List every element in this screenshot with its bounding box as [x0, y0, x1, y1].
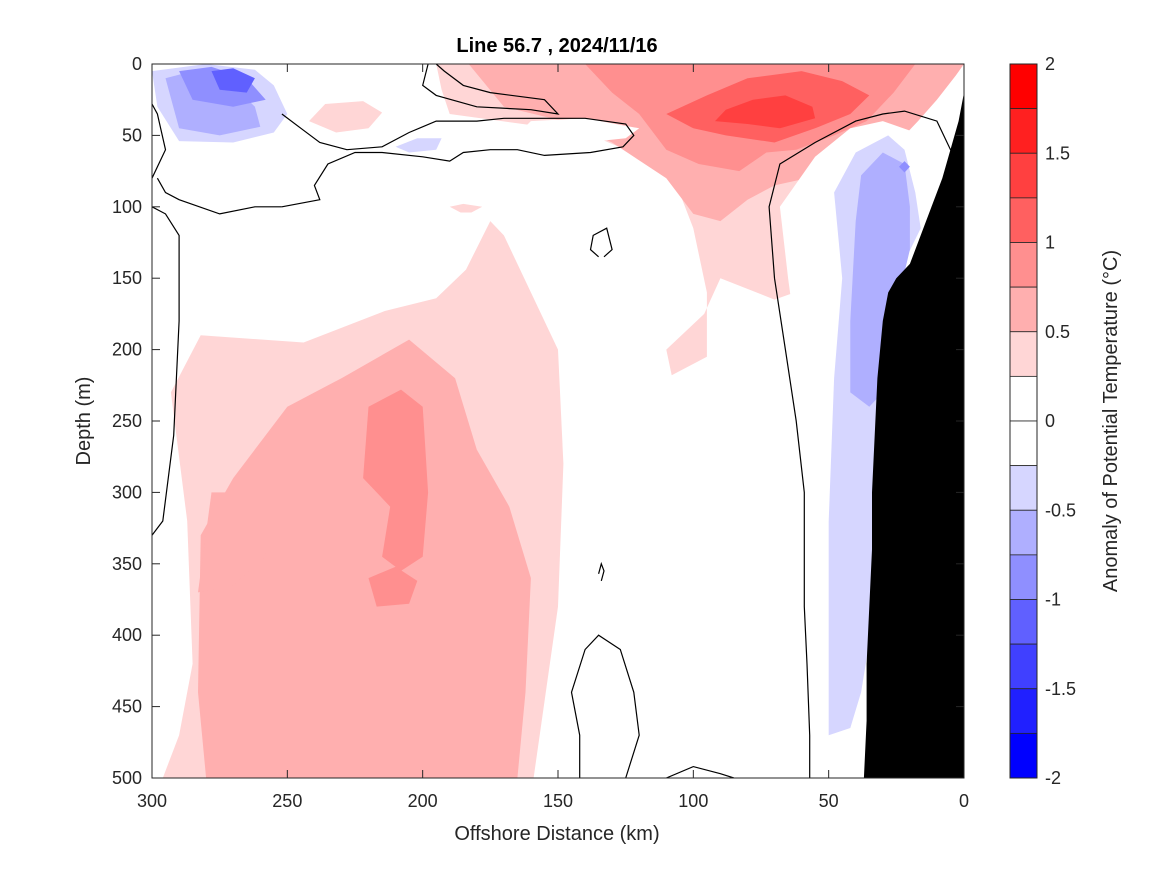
y-tick-label: 400 — [112, 625, 142, 645]
colorbar-swatch-15 — [1009, 732, 1038, 779]
colorbar-swatch-13 — [1009, 643, 1038, 690]
colorbar-tick-label: 0.5 — [1045, 322, 1070, 342]
zero-contour-line-4 — [422, 64, 560, 115]
colorbar-tick-label: 1 — [1045, 233, 1055, 253]
anomaly-region-warm-9 — [715, 95, 816, 129]
x-tick-label: 0 — [959, 791, 969, 811]
y-tick-label: 150 — [112, 268, 142, 288]
colorbar-tick-label: -1 — [1045, 590, 1061, 610]
colorbar-frame — [1009, 63, 1038, 779]
y-tick-label: 50 — [122, 125, 142, 145]
colorbar-tick-label: 1.5 — [1045, 143, 1070, 163]
y-tick-label: 200 — [112, 340, 142, 360]
colorbar-swatch-2 — [1009, 152, 1038, 199]
y-tick-label: 250 — [112, 411, 142, 431]
y-axis: 0 50 100 150 200 250 300 350 400 450 500 — [112, 54, 964, 788]
x-tick-label: 300 — [137, 791, 167, 811]
x-tick-label: 50 — [819, 791, 839, 811]
x-axis-label: Offshore Distance (km) — [454, 823, 659, 845]
anomaly-region-warm-2 — [198, 492, 266, 593]
zero-contour-line-3 — [281, 113, 635, 208]
anomaly-region-warm-3 — [363, 389, 429, 571]
x-axis: 300 250 200 150 100 50 0 — [137, 64, 969, 811]
zero-contour-layer — [152, 64, 964, 778]
x-tick-label: 200 — [408, 791, 438, 811]
anomaly-region-warm-11 — [449, 203, 483, 213]
anomaly-region-warm-10 — [309, 101, 383, 133]
anomaly-region-warm-1 — [198, 339, 531, 778]
zero-contour-line-5 — [589, 227, 613, 258]
coastline-mask — [863, 92, 964, 778]
anomaly-region-cool-23 — [899, 161, 910, 173]
colorbar-tick-label: 2 — [1045, 54, 1055, 74]
colorbar-tick-label: -0.5 — [1045, 500, 1076, 520]
colorbar-swatch-8 — [1009, 420, 1038, 467]
colorbar-swatch-9 — [1009, 465, 1038, 511]
zero-contour-line-8 — [666, 765, 735, 778]
y-tick-label: 100 — [112, 197, 142, 217]
y-tick-label: 300 — [112, 482, 142, 502]
y-tick-label: 350 — [112, 554, 142, 574]
colorbar-tick-label: -1.5 — [1045, 679, 1076, 699]
colorbar-swatch-0 — [1009, 63, 1038, 110]
x-tick-label: 150 — [543, 791, 573, 811]
y-tick-label: 450 — [112, 697, 142, 717]
anomaly-region-cool-18 — [395, 138, 442, 153]
colorbar-swatch-1 — [1009, 108, 1038, 154]
zero-contour-line-9 — [768, 110, 964, 778]
colorbar-swatch-11 — [1009, 554, 1038, 600]
y-tick-label: 0 — [132, 54, 142, 74]
coastline-mask-layer — [863, 92, 964, 778]
colorbar-label: Anomaly of Potential Temperature (°C) — [1100, 250, 1122, 592]
zero-contour-line-1 — [152, 206, 180, 536]
zero-contour-line-0 — [152, 103, 167, 179]
anomaly-region-warm-4 — [368, 566, 418, 607]
colorbar-swatch-4 — [1009, 242, 1038, 288]
y-tick-label: 500 — [112, 768, 142, 788]
zero-contour-line-7 — [570, 634, 640, 778]
colorbar-tick-label: 0 — [1045, 411, 1055, 431]
anomaly-fill-layer — [152, 64, 964, 778]
colorbar-swatch-5 — [1009, 286, 1038, 333]
colorbar-swatch-10 — [1009, 509, 1038, 556]
colorbar-swatch-14 — [1009, 688, 1038, 734]
colorbar-swatch-12 — [1009, 599, 1038, 645]
colorbar-swatch-3 — [1009, 197, 1038, 243]
colorbar-swatch-7 — [1009, 375, 1038, 422]
colorbar: 2 1.5 1 0.5 0 -0.5 -1 -1.5 -2 — [1009, 54, 1076, 788]
zero-contour-line-6 — [598, 561, 605, 582]
anomaly-region-cool-19 — [509, 118, 640, 143]
colorbar-tick-label: -2 — [1045, 768, 1061, 788]
chart-title: Line 56.7 , 2024/11/16 — [456, 35, 657, 57]
x-tick-label: 100 — [678, 791, 708, 811]
anomaly-region-cool-22 — [850, 152, 910, 407]
y-axis-label: Depth (m) — [73, 377, 95, 466]
zero-contour-line-2 — [156, 177, 282, 215]
colorbar-swatch-6 — [1009, 331, 1038, 377]
anomaly-region-cool-16 — [211, 68, 255, 93]
x-tick-label: 250 — [272, 791, 302, 811]
